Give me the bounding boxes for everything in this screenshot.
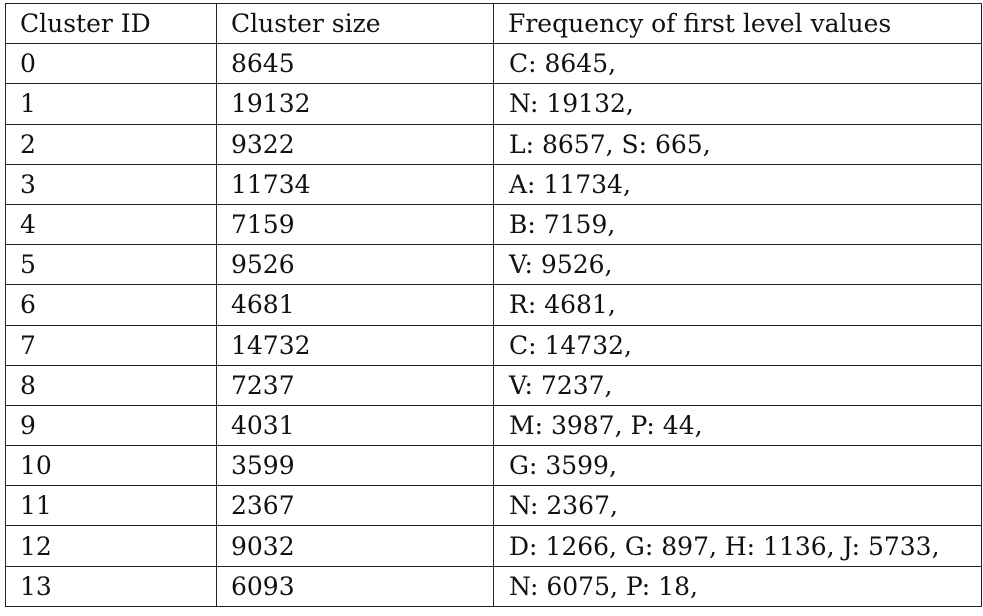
cell-cluster-size: 6093	[216, 565, 494, 607]
cell-cluster-size: 4031	[216, 404, 494, 447]
cell-cluster-size: 8645	[216, 43, 494, 85]
cell-frequency: R: 4681,	[493, 284, 982, 326]
table-row: 13 6093 N: 6075, P: 18,	[5, 565, 982, 607]
cell-cluster-id: 0	[5, 43, 217, 85]
table-row: 3 11734 A: 11734,	[5, 163, 982, 205]
cell-cluster-id: 3	[5, 163, 217, 205]
header-cluster-id: Cluster ID	[5, 2, 217, 45]
cell-cluster-id: 5	[5, 244, 217, 286]
cell-frequency: N: 19132,	[493, 83, 982, 125]
cluster-table-container: Cluster ID Cluster size Frequency of fir…	[5, 2, 982, 607]
cell-cluster-id: 13	[5, 565, 217, 607]
cluster-table: Cluster ID Cluster size Frequency of fir…	[5, 2, 982, 607]
cell-cluster-id: 1	[5, 83, 217, 125]
cell-frequency: V: 7237,	[493, 364, 982, 406]
cell-cluster-id: 4	[5, 203, 217, 246]
cell-cluster-size: 7159	[216, 203, 494, 246]
cell-cluster-size: 2367	[216, 485, 494, 527]
cell-frequency: N: 6075, P: 18,	[493, 565, 982, 607]
cell-frequency: V: 9526,	[493, 244, 982, 286]
header-cluster-size: Cluster size	[216, 2, 494, 45]
table-row: 7 14732 C: 14732,	[5, 324, 982, 366]
cell-frequency: A: 11734,	[493, 163, 982, 205]
cell-cluster-size: 7237	[216, 364, 494, 406]
cell-cluster-id: 8	[5, 364, 217, 406]
table-row: 0 8645 C: 8645,	[5, 43, 982, 85]
cell-cluster-size: 11734	[216, 163, 494, 205]
cell-frequency: B: 7159,	[493, 203, 982, 246]
table-body: 0 8645 C: 8645, 1 19132 N: 19132, 2 9322 L: 8657…	[5, 43, 982, 607]
table-row: 1 19132 N: 19132,	[5, 83, 982, 125]
cell-cluster-id: 6	[5, 284, 217, 326]
cell-cluster-size: 9032	[216, 525, 494, 567]
cell-frequency: L: 8657, S: 665,	[493, 123, 982, 165]
table-row: 9 4031 M: 3987, P: 44,	[5, 404, 982, 447]
cell-cluster-id: 7	[5, 324, 217, 366]
cell-frequency: G: 3599,	[493, 445, 982, 487]
table-header-row: Cluster ID Cluster size Frequency of fir…	[5, 2, 982, 45]
table-row: 11 2367 N: 2367,	[5, 485, 982, 527]
cell-cluster-id: 10	[5, 445, 217, 487]
table-row: 10 3599 G: 3599,	[5, 445, 982, 487]
header-frequency: Frequency of first level values	[493, 2, 982, 45]
table-row: 12 9032 D: 1266, G: 897, H: 1136, J: 5733,	[5, 525, 982, 567]
cell-cluster-id: 11	[5, 485, 217, 527]
cell-cluster-size: 3599	[216, 445, 494, 487]
table-row: 5 9526 V: 9526,	[5, 244, 982, 286]
cell-cluster-size: 19132	[216, 83, 494, 125]
cell-cluster-id: 9	[5, 404, 217, 447]
cell-cluster-id: 2	[5, 123, 217, 165]
cell-frequency: M: 3987, P: 44,	[493, 404, 982, 447]
cell-cluster-size: 9322	[216, 123, 494, 165]
cell-frequency: C: 8645,	[493, 43, 982, 85]
table-row: 4 7159 B: 7159,	[5, 203, 982, 246]
table-row: 8 7237 V: 7237,	[5, 364, 982, 406]
table-row: 6 4681 R: 4681,	[5, 284, 982, 326]
cell-cluster-size: 9526	[216, 244, 494, 286]
cell-cluster-id: 12	[5, 525, 217, 567]
cell-frequency: C: 14732,	[493, 324, 982, 366]
table-row: 2 9322 L: 8657, S: 665,	[5, 123, 982, 165]
cell-frequency: N: 2367,	[493, 485, 982, 527]
cell-frequency: D: 1266, G: 897, H: 1136, J: 5733,	[493, 525, 982, 567]
cell-cluster-size: 4681	[216, 284, 494, 326]
cell-cluster-size: 14732	[216, 324, 494, 366]
